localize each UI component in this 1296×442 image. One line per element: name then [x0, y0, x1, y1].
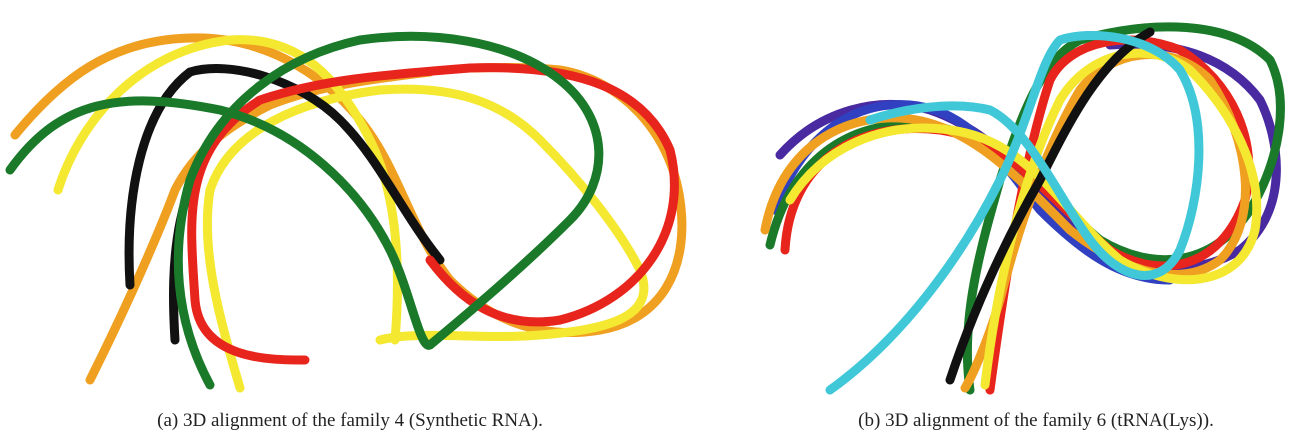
panel-a-render	[10, 36, 682, 388]
rna-strand	[765, 55, 1245, 388]
figure: (a) 3D alignment of the family 4 (Synthe…	[0, 0, 1296, 442]
caption: (a) 3D alignment of the family 4 (Synthe…	[157, 410, 543, 431]
caption: (b) 3D alignment of the family 6 (tRNA(L…	[858, 410, 1214, 431]
panel-b-render	[765, 27, 1280, 390]
